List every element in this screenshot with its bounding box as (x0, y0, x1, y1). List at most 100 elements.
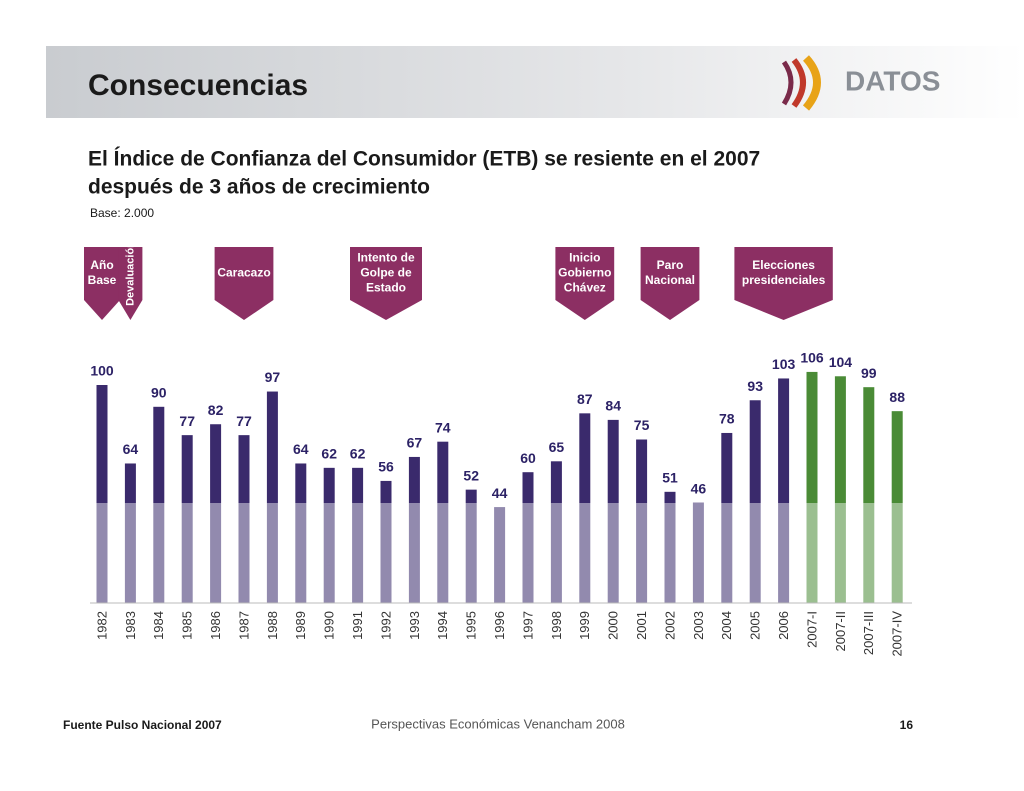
x-tick-label: 1988 (265, 611, 280, 640)
event-label: Chávez (564, 281, 606, 295)
x-tick-label: 1992 (378, 611, 393, 640)
event-label: Gobierno (558, 266, 611, 280)
bar (692, 502, 704, 603)
bar (266, 391, 278, 603)
value-label: 62 (321, 446, 337, 462)
event-banner (214, 247, 274, 320)
x-tick-label: 1987 (236, 611, 251, 640)
value-label: 65 (549, 439, 565, 455)
bar (323, 467, 335, 603)
subtitle-line: El Índice de Confianza del Consumidor (E… (88, 148, 760, 171)
bar (550, 461, 562, 603)
value-label: 99 (861, 365, 877, 381)
event-label: Año (90, 258, 113, 272)
value-label: 78 (719, 411, 735, 427)
bar (124, 463, 136, 603)
x-tick-label: 2007-IV (890, 611, 905, 657)
bar (834, 376, 846, 603)
x-tick-label: 2000 (606, 611, 621, 640)
event-label: presidenciales (742, 273, 826, 287)
value-label: 82 (208, 402, 224, 418)
x-tick-label: 2007-I (804, 611, 819, 648)
bar (380, 480, 392, 603)
x-tick-label: 1997 (520, 611, 535, 640)
event-label: Inicio (569, 251, 600, 265)
event-label: Estado (366, 281, 406, 295)
bar (153, 406, 165, 603)
value-label: 104 (829, 354, 853, 370)
base-note: Base: 2.000 (90, 206, 154, 220)
value-label: 75 (634, 417, 650, 433)
slide-title: Consecuencias (88, 69, 308, 102)
event-label: Golpe de (360, 266, 412, 280)
x-tick-label: 1999 (577, 611, 592, 640)
x-tick-label: 1996 (492, 611, 507, 640)
x-tick-label: 2004 (719, 611, 734, 640)
value-label: 74 (435, 419, 451, 435)
value-label: 103 (772, 356, 796, 372)
subtitle-line: después de 3 años de crecimiento (88, 176, 430, 199)
chart: 100 1982 64 1983 90 1984 77 1985 82 1986 77 1987 97 1… (84, 241, 912, 657)
x-tick-label: 2007-II (833, 611, 848, 651)
bar (437, 441, 449, 603)
value-label: 62 (350, 446, 366, 462)
bar (891, 411, 903, 603)
event-label: Paro (657, 258, 684, 272)
value-label: 60 (520, 450, 536, 466)
x-tick-label: 2003 (691, 611, 706, 640)
bar (721, 432, 733, 603)
event-label: Intento de (357, 251, 415, 265)
value-label: 46 (691, 480, 707, 496)
value-label: 77 (236, 413, 252, 429)
event-label: Caracazo (217, 266, 270, 280)
bar (778, 378, 790, 603)
bar (295, 463, 307, 603)
bar (806, 371, 818, 603)
x-tick-label: 2006 (776, 611, 791, 640)
value-label: 97 (265, 369, 281, 385)
event-label: Base (88, 273, 117, 287)
x-tick-label: 1994 (435, 611, 450, 640)
event-banner (350, 247, 422, 320)
bar (636, 439, 648, 603)
bar (494, 507, 506, 603)
bar (210, 424, 222, 603)
event-banner (734, 247, 833, 320)
event-banner (118, 247, 143, 320)
footer-center: Perspectivas Económicas Venancham 2008 (371, 716, 625, 731)
event-banner (555, 247, 615, 320)
page-number: 16 (900, 718, 914, 732)
x-tick-label: 2002 (662, 611, 677, 640)
footer-source: Fuente Pulso Nacional 2007 (63, 718, 222, 732)
bar (181, 435, 193, 603)
value-label: 93 (747, 378, 763, 394)
bar (579, 413, 591, 603)
x-tick-label: 1984 (151, 611, 166, 640)
x-tick-label: 2001 (634, 611, 649, 640)
value-label: 64 (293, 441, 309, 457)
x-tick-label: 1989 (293, 611, 308, 640)
value-label: 52 (463, 467, 479, 483)
event-banner (84, 247, 120, 320)
header-band (46, 46, 1024, 118)
value-label: 56 (378, 459, 394, 475)
bar (238, 435, 250, 603)
value-label: 106 (800, 350, 824, 366)
bar (664, 491, 676, 603)
x-tick-label: 2007-III (861, 611, 876, 655)
event-label: Elecciones (752, 258, 815, 272)
event-banner (640, 247, 700, 320)
bar (408, 456, 420, 603)
bar (465, 489, 477, 603)
logo: DATOS (781, 55, 940, 111)
value-label: 100 (90, 363, 114, 379)
value-label: 88 (889, 389, 905, 405)
value-label: 67 (407, 435, 423, 451)
event-label: Devaluación (124, 241, 136, 306)
x-tick-label: 1982 (94, 611, 109, 640)
value-label: 51 (662, 470, 678, 486)
x-tick-label: 2005 (748, 611, 763, 640)
bar (607, 419, 619, 603)
value-label: 87 (577, 391, 593, 407)
x-tick-label: 1995 (464, 611, 479, 640)
